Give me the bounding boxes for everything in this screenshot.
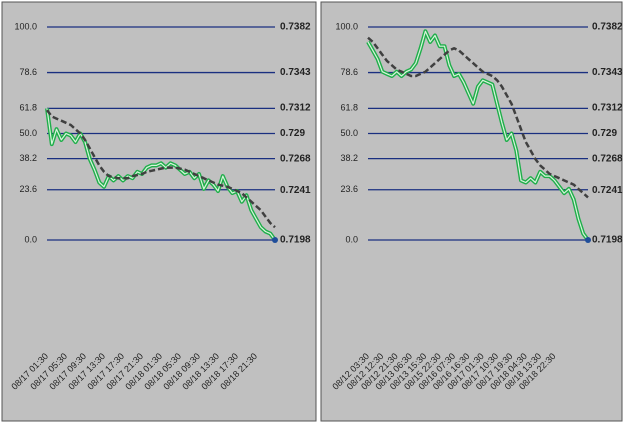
y2-tick-label: 0.729 (592, 128, 617, 139)
y2-tick-label: 0.7241 (280, 185, 311, 196)
last-point (272, 237, 278, 243)
y2-tick-label: 0.729 (280, 128, 305, 139)
y2-tick-label: 0.7382 (280, 22, 311, 33)
y-tick-label: 38.2 (19, 153, 37, 163)
left-panel (1, 1, 317, 422)
y-tick-label: 61.8 (340, 103, 358, 113)
y2-tick-label: 0.7198 (592, 235, 623, 246)
y-tick-label: 38.2 (340, 153, 358, 163)
y-tick-label: 23.6 (19, 184, 37, 194)
y-tick-label: 100.0 (14, 21, 37, 31)
y-tick-label: 50.0 (19, 128, 37, 138)
y2-tick-label: 0.7312 (592, 103, 623, 114)
y-tick-label: 78.6 (340, 67, 358, 77)
series-line (46, 109, 276, 229)
y-tick-label: 50.0 (340, 128, 358, 138)
y2-tick-label: 0.7268 (592, 154, 623, 165)
y-tick-label: 0.0 (345, 234, 358, 244)
y-tick-label: 78.6 (19, 67, 37, 77)
y2-tick-label: 0.7198 (280, 235, 311, 246)
right-panel (320, 1, 623, 422)
y2-tick-label: 0.7343 (280, 67, 311, 78)
series-line-highlight (367, 30, 589, 241)
y2-tick-label: 0.7241 (592, 185, 623, 196)
y-tick-label: 61.8 (19, 103, 37, 113)
y-tick-label: 0.0 (24, 234, 37, 244)
y2-tick-label: 0.7268 (280, 154, 311, 165)
y-tick-label: 23.6 (340, 184, 358, 194)
last-point (585, 237, 591, 243)
y2-tick-label: 0.7343 (592, 67, 623, 78)
y2-tick-label: 0.7382 (592, 22, 623, 33)
y-tick-label: 100.0 (335, 21, 358, 31)
y2-tick-label: 0.7312 (280, 103, 311, 114)
